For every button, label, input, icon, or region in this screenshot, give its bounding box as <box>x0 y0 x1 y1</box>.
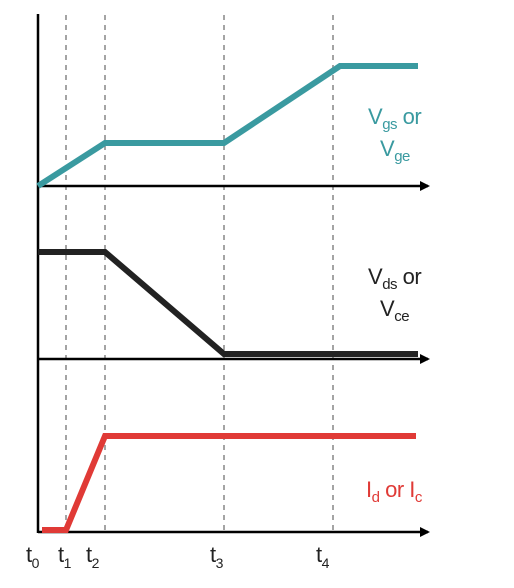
time-marker-t3: t3 <box>210 542 224 571</box>
time-marker-t2: t2 <box>86 542 100 571</box>
voltage-waveform-label-line2: Vce <box>380 296 409 325</box>
gate-voltage-waveform <box>36 63 418 189</box>
time-marker-t1: t1 <box>58 542 72 571</box>
voltage-waveform-label: Vds or <box>368 264 421 293</box>
time-marker-t0: t0 <box>26 542 40 571</box>
gate-waveform-label-line2: Vge <box>380 136 410 165</box>
drain-current-waveform <box>42 433 416 533</box>
time-marker-labels: t0 t1 t2 t3 t4 <box>26 542 330 571</box>
current-waveform-label: Id or Ic <box>366 477 423 506</box>
time-marker-t4: t4 <box>316 542 330 571</box>
time-guides <box>65 15 334 532</box>
drain-voltage-waveform <box>38 249 418 357</box>
gate-waveform-label: Vgs or <box>368 104 421 133</box>
